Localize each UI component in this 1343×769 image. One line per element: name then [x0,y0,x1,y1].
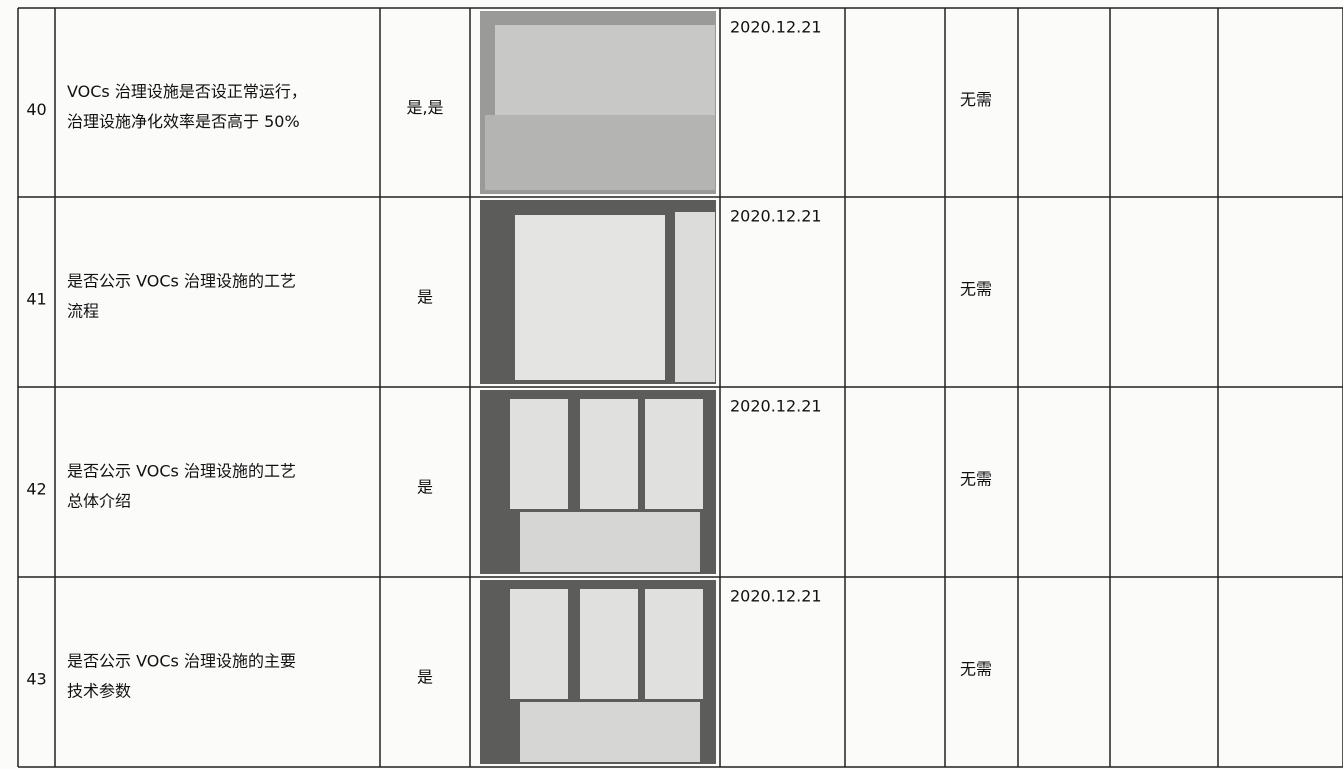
item-text: 总体介绍 [67,492,131,511]
note: 无需 [960,660,992,679]
item-text: 是否公示 VOCs 治理设施的工艺 [67,272,296,291]
answer: 是 [417,288,433,307]
note: 无需 [960,470,992,489]
item-text: 是否公示 VOCs 治理设施的主要 [67,652,296,671]
photo-sheet [520,702,700,762]
note: 无需 [960,90,992,109]
row-number: 42 [26,480,46,499]
row-number: 41 [26,290,46,309]
item-text: 是否公示 VOCs 治理设施的工艺 [67,462,296,481]
answer: 是 [417,668,433,687]
photo-board [510,399,568,509]
item-text: 治理设施净化效率是否高于 50% [67,112,300,131]
note: 无需 [960,280,992,299]
row-number: 43 [26,670,46,689]
photo-board [645,589,703,699]
photo [480,390,716,574]
date: 2020.12.21 [730,397,822,416]
photo-board [515,215,665,380]
item-text: VOCs 治理设施是否设正常运行， [67,82,307,101]
photo-board [510,589,568,699]
photo-board [645,399,703,509]
photo-building [495,25,715,115]
photo [480,200,716,384]
item-text: 流程 [67,302,99,321]
answer: 是,是 [406,98,443,117]
photo-roof [485,115,715,190]
date: 2020.12.21 [730,587,822,606]
item-text: 技术参数 [67,682,131,701]
date: 2020.12.21 [730,207,822,226]
photo-board [675,212,715,382]
photo [480,580,716,764]
row-number: 40 [26,100,46,119]
photo-board [580,589,638,699]
photo [480,11,716,194]
photo-sheet [520,512,700,572]
date: 2020.12.21 [730,18,822,37]
answer: 是 [417,478,433,497]
photo-board [580,399,638,509]
